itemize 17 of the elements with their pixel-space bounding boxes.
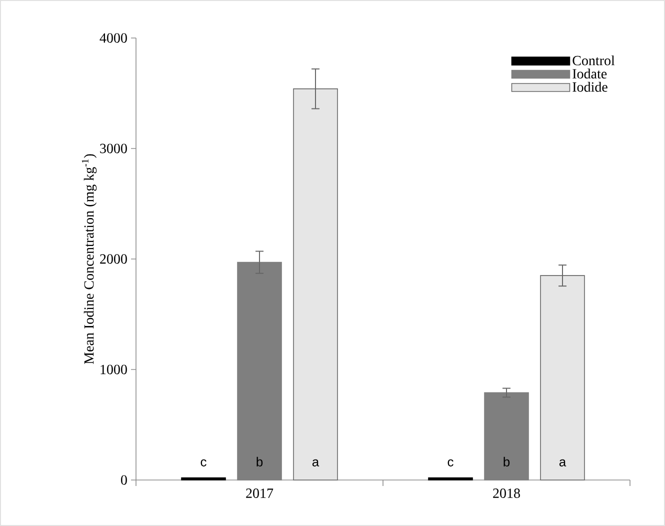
legend-label: Iodide bbox=[572, 82, 608, 92]
data-label: b bbox=[504, 456, 510, 466]
data-label: b bbox=[256, 456, 263, 466]
x-tick-label: 2017 bbox=[246, 488, 274, 498]
y-tick-label: 2000 bbox=[100, 254, 127, 264]
x-tick-label: 2018 bbox=[493, 488, 520, 498]
y-tick-label: 0 bbox=[121, 475, 127, 485]
legend-label: Control bbox=[572, 55, 615, 66]
data-label: a bbox=[312, 459, 320, 466]
data-label: a bbox=[559, 459, 566, 466]
data-label: c bbox=[448, 459, 454, 466]
y-tick-label: 4000 bbox=[100, 33, 127, 43]
legend-label: Iodate bbox=[572, 68, 607, 79]
data-label: c bbox=[200, 459, 206, 466]
y-axis-title: Mean Iodine Concentration (mg kg$^{-1}$) bbox=[82, 154, 97, 364]
y-tick-label: 1000 bbox=[100, 364, 127, 374]
y-tick-label: 3000 bbox=[100, 144, 127, 154]
